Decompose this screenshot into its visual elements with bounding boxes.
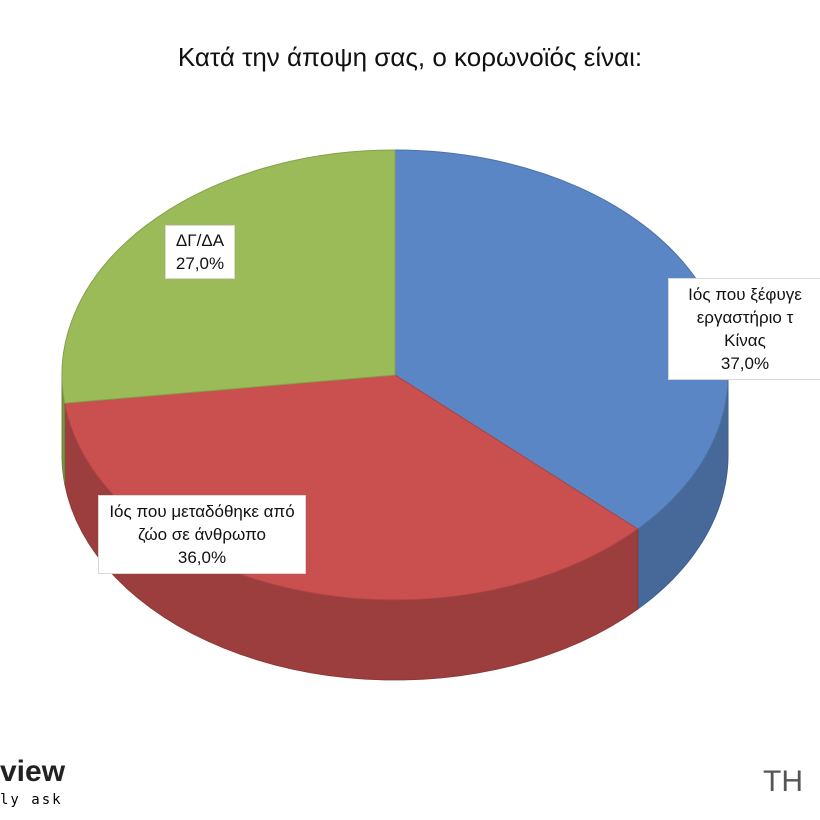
logo-text: view [0,755,66,788]
slice-name: Ιός που μεταδόθηκε από ζώο σε άνθρωπο [109,502,295,544]
logo-text: TH [763,765,803,798]
slice-value: 27,0% [175,254,225,273]
slice-value: 36,0% [177,548,227,567]
data-label: Ιός που ξέφυγε εργαστήριο τ Κίνας 37,0% [668,278,820,380]
logo-text: ly ask [0,792,63,808]
slice-name: ΔΓ/ΔΑ [175,231,225,250]
chart-title: Κατά την άποψη σας, ο κορωνοϊός είναι: [178,42,642,72]
slice-name: Ιός που ξέφυγε εργαστήριο τ Κίνας [688,285,802,350]
data-label: Ιός που μεταδόθηκε από ζώο σε άνθρωπο 36… [98,495,306,574]
data-label: ΔΓ/ΔΑ 27,0% [165,225,235,279]
slice-value: 37,0% [720,354,770,373]
